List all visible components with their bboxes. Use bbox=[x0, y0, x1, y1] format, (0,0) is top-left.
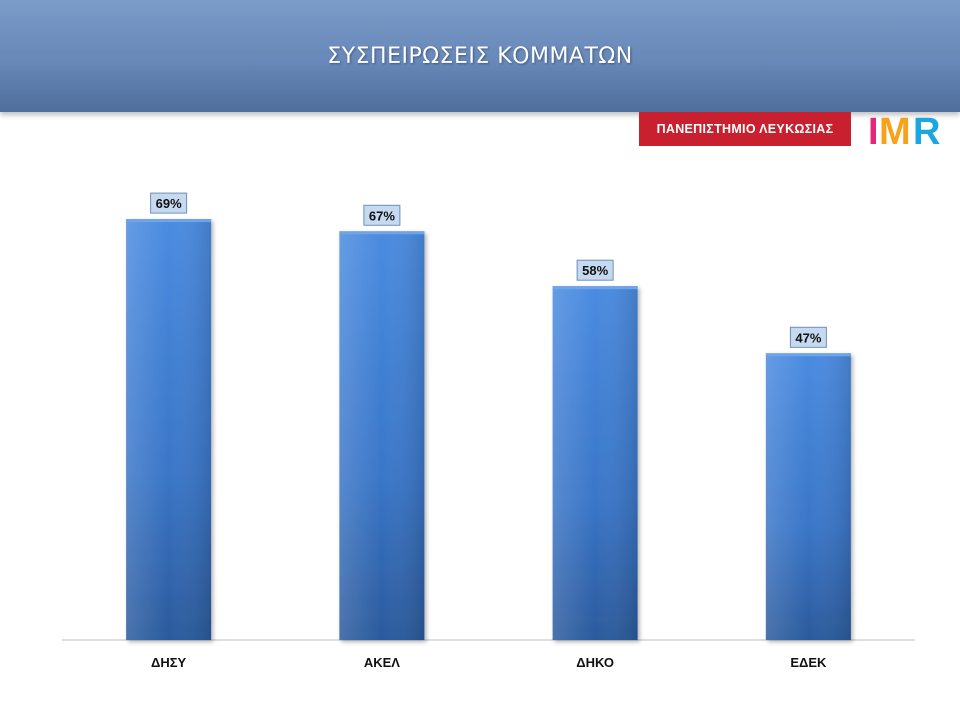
category-label-2: ΔΗΚΟ bbox=[576, 655, 614, 670]
bar-cap-3 bbox=[765, 353, 851, 357]
category-label-1: ΑΚΕΛ bbox=[364, 655, 400, 670]
university-badge: ΠΑΝΕΠΙΣΤΗΜΙΟ ΛΕΥΚΩΣΙΑΣ bbox=[639, 112, 851, 146]
data-label-box-2 bbox=[576, 259, 614, 281]
data-label-0: 69% bbox=[156, 196, 182, 211]
bar-cap-1 bbox=[339, 231, 425, 235]
page-title: ΣΥΣΠΕΙΡΩΣΕΙΣ ΚΟΜΜΑΤΩΝ bbox=[327, 44, 633, 69]
data-label-1: 67% bbox=[369, 208, 395, 223]
svg-text:M: M bbox=[879, 111, 909, 150]
svg-text:R: R bbox=[913, 111, 940, 150]
bar-cap-0 bbox=[126, 219, 212, 223]
bar-shine-2 bbox=[552, 286, 638, 640]
data-label-box-3 bbox=[789, 326, 827, 348]
data-label-3: 47% bbox=[795, 330, 821, 345]
svg-text:I: I bbox=[868, 111, 877, 150]
header-banner: ΣΥΣΠΕΙΡΩΣΕΙΣ ΚΟΜΜΑΤΩΝ bbox=[0, 0, 960, 112]
bar-shine-0 bbox=[126, 219, 212, 640]
category-label-0: ΔΗΣΥ bbox=[151, 655, 187, 670]
data-label-box-1 bbox=[363, 204, 401, 226]
data-label-box-0 bbox=[150, 192, 188, 214]
category-label-3: ΕΔΕΚ bbox=[790, 655, 827, 670]
data-label-2: 58% bbox=[582, 263, 608, 278]
bar-shine-3 bbox=[765, 353, 851, 640]
bar-cap-2 bbox=[552, 286, 638, 290]
bar-shine-1 bbox=[339, 231, 425, 641]
imr-logo: I M R bbox=[868, 111, 940, 150]
